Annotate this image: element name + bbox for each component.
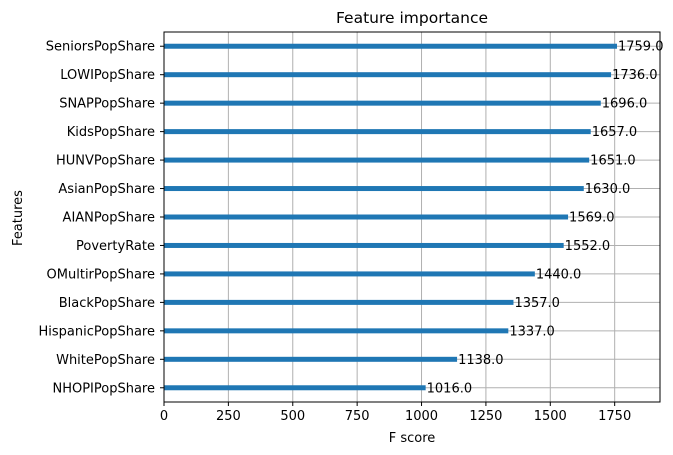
y-tick-label: KidsPopShare [67, 125, 155, 140]
data-label: 1552.0 [565, 239, 611, 254]
bar [164, 214, 569, 220]
data-label: 1138.0 [458, 353, 504, 368]
y-tick-label: HispanicPopShare [39, 324, 155, 339]
y-tick-label: HUNVPopShare [56, 154, 155, 169]
y-tick-label: SNAPPopShare [59, 97, 155, 112]
bar [164, 129, 591, 135]
x-tick-label: 750 [345, 409, 370, 424]
x-tick-label: 0 [160, 409, 168, 424]
bar [164, 356, 458, 362]
bar [164, 157, 590, 163]
chart-title: Feature importance [336, 9, 488, 27]
x-tick-label: 250 [216, 409, 241, 424]
y-axis-label: Features [11, 190, 26, 246]
data-label: 1440.0 [536, 267, 582, 282]
data-label: 1651.0 [590, 154, 636, 169]
x-tick-label: 1750 [598, 409, 631, 424]
y-tick-label: NHOPIPopShare [52, 381, 155, 396]
bar [164, 385, 426, 391]
data-label: 1759.0 [618, 40, 664, 55]
data-label: 1569.0 [569, 211, 615, 226]
bar [164, 271, 535, 277]
bar [164, 299, 514, 305]
data-labels-layer: 1759.0 1736.0 1696.0 1657.0 1651.0 1630.0 1569… [427, 40, 664, 397]
data-label: 1337.0 [509, 324, 555, 339]
bar [164, 43, 617, 49]
bars-layer [164, 43, 617, 391]
y-tick-label: AsianPopShare [58, 182, 155, 197]
x-axis-label: F score [389, 431, 436, 446]
data-label: 1630.0 [585, 182, 631, 197]
bar [164, 100, 601, 106]
data-label: 1016.0 [427, 381, 473, 396]
x-tick-label: 1000 [405, 409, 438, 424]
data-label: 1657.0 [592, 125, 638, 140]
bar [164, 328, 509, 334]
y-tick-label: LOWIPopShare [60, 68, 155, 83]
y-tick-label: OMultirPopShare [47, 267, 155, 282]
y-tick-label: AIANPopShare [63, 211, 155, 226]
data-label: 1696.0 [602, 97, 648, 112]
y-tick-label: WhitePopShare [56, 353, 155, 368]
y-tick-label: SeniorsPopShare [46, 40, 155, 55]
bar [164, 186, 584, 192]
x-tick-label: 1250 [469, 409, 502, 424]
bar [164, 72, 612, 78]
y-tick-label: BlackPopShare [59, 296, 155, 311]
y-tick-label: PovertyRate [76, 239, 155, 254]
bar [164, 242, 564, 248]
data-label: 1736.0 [612, 68, 658, 83]
x-tick-label: 1500 [534, 409, 567, 424]
x-tick-label: 500 [280, 409, 305, 424]
ticks-layer: 0 250 500 750 1000 1250 1500 1750 SeniorsPopShar… [39, 40, 632, 424]
data-label: 1357.0 [514, 296, 560, 311]
